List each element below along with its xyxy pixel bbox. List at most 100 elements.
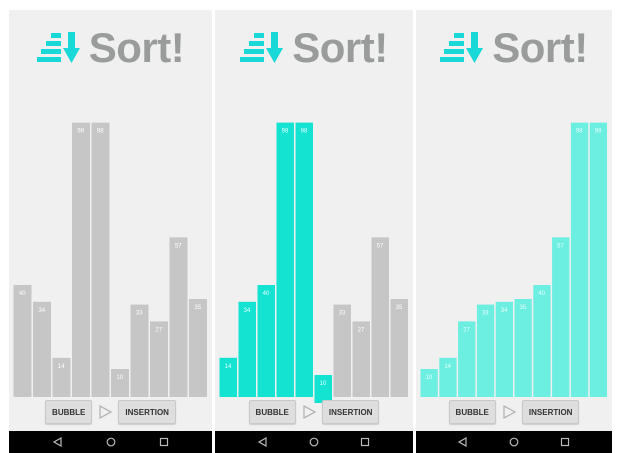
sort-down-icon bbox=[240, 32, 284, 63]
bar-value-label: 98 bbox=[282, 129, 289, 135]
bar-chart: 40 34 14 98 98 10 33 27 57 35 bbox=[9, 10, 212, 453]
bar-value-label: 40 bbox=[19, 291, 26, 297]
sort-down-icon bbox=[36, 32, 80, 63]
recents-icon[interactable] bbox=[358, 435, 372, 449]
bar-value-label: 10 bbox=[320, 381, 327, 387]
bar-value-label: 14 bbox=[58, 364, 65, 370]
android-navbar bbox=[215, 431, 413, 453]
bar-value-label: 33 bbox=[136, 311, 143, 317]
app-logo: Sort! bbox=[215, 23, 413, 73]
bar bbox=[458, 321, 476, 397]
bar-value-label: 98 bbox=[576, 129, 583, 135]
android-navbar bbox=[9, 431, 212, 453]
bar bbox=[52, 357, 71, 397]
bar-value-label: 40 bbox=[538, 291, 545, 297]
phone-screen-2: Sort! 14 34 40 98 98 10 33 27 57 35 BUBBLE INSERT… bbox=[215, 10, 413, 453]
bar bbox=[33, 301, 51, 397]
bar-value-label: 57 bbox=[175, 243, 182, 249]
back-icon[interactable] bbox=[51, 435, 65, 449]
bar bbox=[314, 375, 332, 403]
bar-value-label: 98 bbox=[595, 129, 602, 135]
bar-value-label: 33 bbox=[482, 311, 489, 317]
bar bbox=[150, 321, 168, 397]
bar-chart-svg: 10 14 27 33 34 35 40 57 98 98 bbox=[420, 122, 607, 397]
recents-icon[interactable] bbox=[558, 435, 572, 449]
bar bbox=[589, 122, 607, 397]
bar-value-label: 57 bbox=[377, 243, 384, 249]
sort-controls: BUBBLE INSERTION bbox=[416, 399, 612, 425]
app-title: Sort! bbox=[492, 24, 588, 71]
app-logo: Sort! bbox=[416, 23, 612, 73]
bar bbox=[514, 299, 532, 397]
play-outline-icon[interactable] bbox=[300, 403, 318, 421]
bar-chart-svg: 40 34 14 98 98 10 33 27 57 35 bbox=[13, 122, 207, 397]
bar bbox=[111, 369, 129, 397]
bar bbox=[130, 304, 149, 397]
bar bbox=[570, 122, 589, 397]
bubble-sort-button[interactable]: BUBBLE bbox=[248, 400, 296, 424]
play-outline-icon[interactable] bbox=[96, 403, 114, 421]
bar bbox=[439, 357, 457, 397]
bar bbox=[72, 122, 90, 397]
home-icon[interactable] bbox=[307, 435, 321, 449]
bar bbox=[371, 237, 389, 397]
bar-chart-svg: 14 34 40 98 98 10 33 27 57 35 bbox=[219, 122, 408, 403]
bar bbox=[533, 285, 551, 397]
bar bbox=[13, 285, 32, 397]
bar-value-label: 35 bbox=[520, 305, 527, 311]
bar bbox=[276, 122, 294, 397]
bar bbox=[333, 304, 351, 397]
bar-value-label: 34 bbox=[501, 308, 508, 314]
app-logo: Sort! bbox=[9, 23, 212, 73]
bar-value-label: 40 bbox=[263, 291, 270, 297]
insertion-sort-button[interactable]: INSERTION bbox=[118, 400, 176, 424]
bar-chart: 10 14 27 33 34 35 40 57 98 98 bbox=[416, 10, 612, 453]
bar-value-label: 33 bbox=[339, 311, 346, 317]
bar bbox=[390, 299, 408, 397]
bar-value-label: 27 bbox=[358, 327, 365, 333]
home-icon[interactable] bbox=[507, 435, 521, 449]
bubble-sort-button[interactable]: BUBBLE bbox=[448, 400, 496, 424]
recents-icon[interactable] bbox=[157, 435, 171, 449]
bar bbox=[420, 369, 438, 397]
bar-value-label: 14 bbox=[444, 364, 451, 370]
home-icon[interactable] bbox=[104, 435, 118, 449]
bar bbox=[352, 321, 370, 397]
bar bbox=[495, 301, 513, 397]
bubble-sort-button[interactable]: BUBBLE bbox=[45, 400, 93, 424]
bar bbox=[91, 122, 110, 397]
bar-value-label: 10 bbox=[426, 375, 433, 381]
bar bbox=[219, 357, 237, 397]
bar bbox=[552, 237, 570, 397]
phone-screen-3: Sort! 10 14 27 33 34 35 40 57 98 98 BUBBLE INSERT… bbox=[416, 10, 612, 453]
bar-value-label: 27 bbox=[155, 327, 162, 333]
sort-down-icon bbox=[440, 32, 484, 63]
android-navbar bbox=[416, 431, 612, 453]
bar-value-label: 10 bbox=[116, 375, 123, 381]
app-title: Sort! bbox=[88, 24, 185, 71]
bar bbox=[476, 304, 495, 397]
bar bbox=[295, 122, 313, 397]
bar-chart: 14 34 40 98 98 10 33 27 57 35 bbox=[215, 10, 413, 453]
bar-value-label: 34 bbox=[244, 308, 251, 314]
bar bbox=[238, 301, 256, 397]
bar-value-label: 35 bbox=[194, 305, 201, 311]
app-title: Sort! bbox=[292, 24, 388, 71]
play-outline-icon[interactable] bbox=[500, 403, 518, 421]
bar-value-label: 98 bbox=[97, 129, 104, 135]
bar-value-label: 14 bbox=[225, 364, 232, 370]
sort-controls: BUBBLE INSERTION bbox=[215, 399, 413, 425]
sort-controls: BUBBLE INSERTION bbox=[9, 399, 212, 425]
insertion-sort-button[interactable]: INSERTION bbox=[321, 400, 380, 424]
bar-value-label: 27 bbox=[463, 327, 470, 333]
bar-value-label: 35 bbox=[396, 305, 403, 311]
insertion-sort-button[interactable]: INSERTION bbox=[521, 400, 580, 424]
back-icon[interactable] bbox=[456, 435, 470, 449]
bar bbox=[169, 237, 188, 397]
bar-value-label: 34 bbox=[38, 308, 45, 314]
back-icon[interactable] bbox=[256, 435, 270, 449]
bar bbox=[189, 299, 207, 397]
bar-value-label: 98 bbox=[77, 129, 84, 135]
bar-value-label: 57 bbox=[557, 243, 564, 249]
bar-value-label: 98 bbox=[301, 129, 308, 135]
